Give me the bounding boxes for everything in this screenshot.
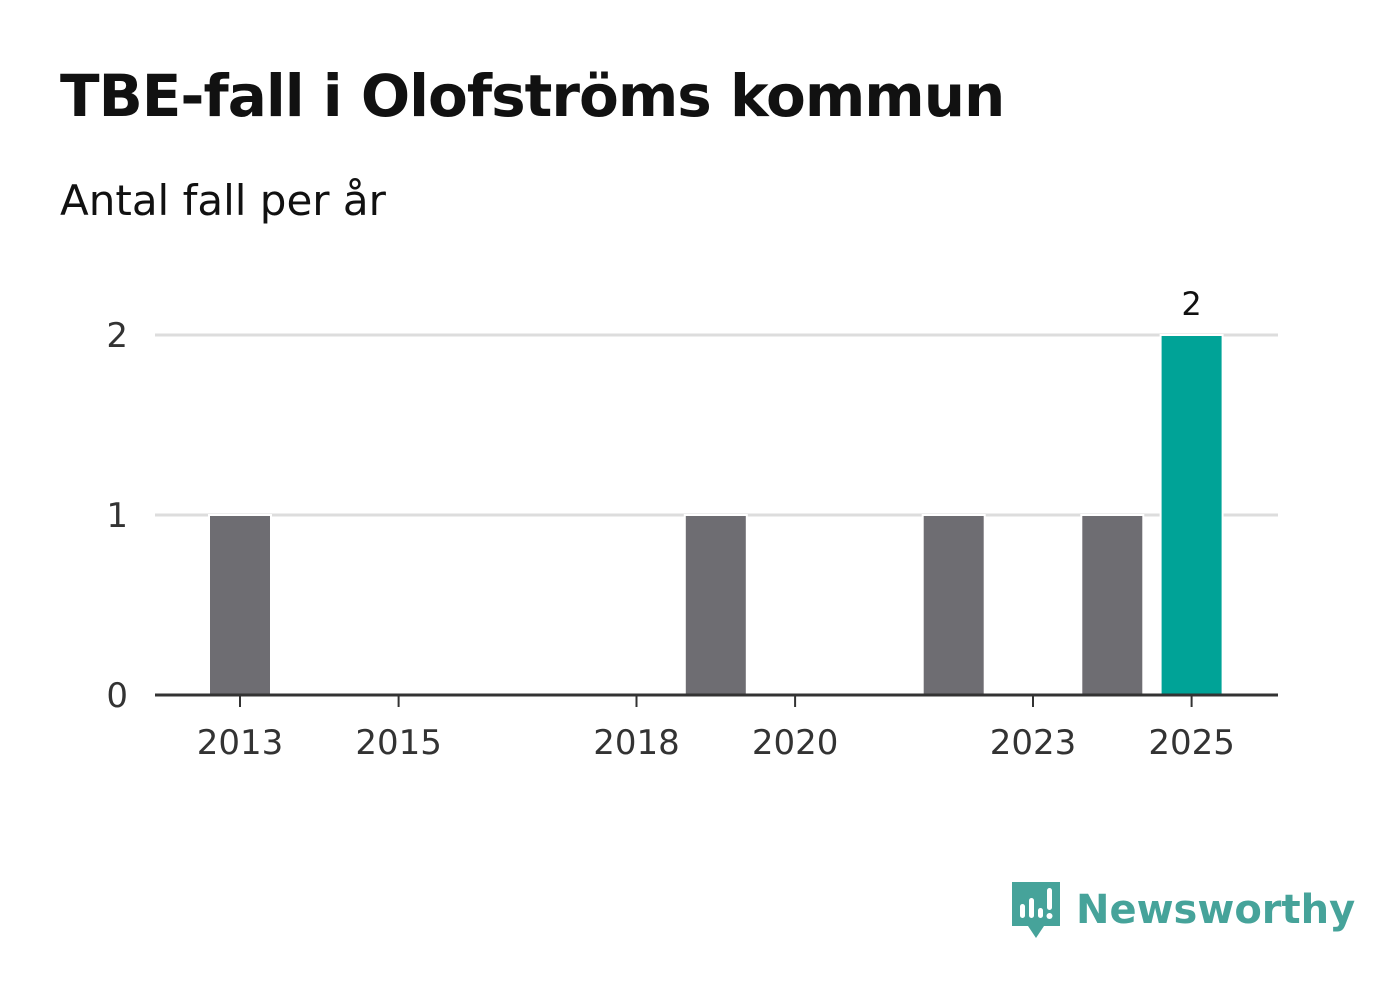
data-label-2025: 2: [1181, 285, 1201, 323]
y-tick-label-0: 0: [106, 676, 128, 716]
x-tick-label-2015: 2015: [355, 723, 442, 763]
x-tick-label-2025: 2025: [1148, 723, 1235, 763]
brand-logo: Newsworthy: [1010, 880, 1355, 940]
newsworthy-logo-icon: [1012, 882, 1060, 938]
x-axis: [155, 693, 1278, 707]
bar-2025: [1159, 334, 1224, 696]
chart-subtitle: Antal fall per år: [60, 176, 386, 225]
grid-lines: [155, 333, 1278, 517]
x-tick-label-2020: 2020: [752, 723, 839, 763]
bars: [208, 334, 1224, 696]
x-tick-label-2023: 2023: [990, 723, 1077, 763]
bar-2024: [1080, 514, 1145, 696]
x-tick-label-2018: 2018: [593, 723, 680, 763]
y-tick-label-1: 1: [106, 496, 128, 536]
y-tick-label-2: 2: [106, 316, 128, 356]
brand-name: Newsworthy: [1076, 887, 1356, 933]
bar-2022: [921, 514, 986, 696]
chart-title: TBE-fall i Olofströms kommun: [60, 62, 1005, 130]
bar-2019: [683, 514, 748, 696]
bar-2013: [208, 514, 272, 696]
x-tick-label-2013: 2013: [197, 723, 284, 763]
labels: 0 1 2 2013 2015 2018 2020 2023 2025 2: [106, 285, 1235, 763]
